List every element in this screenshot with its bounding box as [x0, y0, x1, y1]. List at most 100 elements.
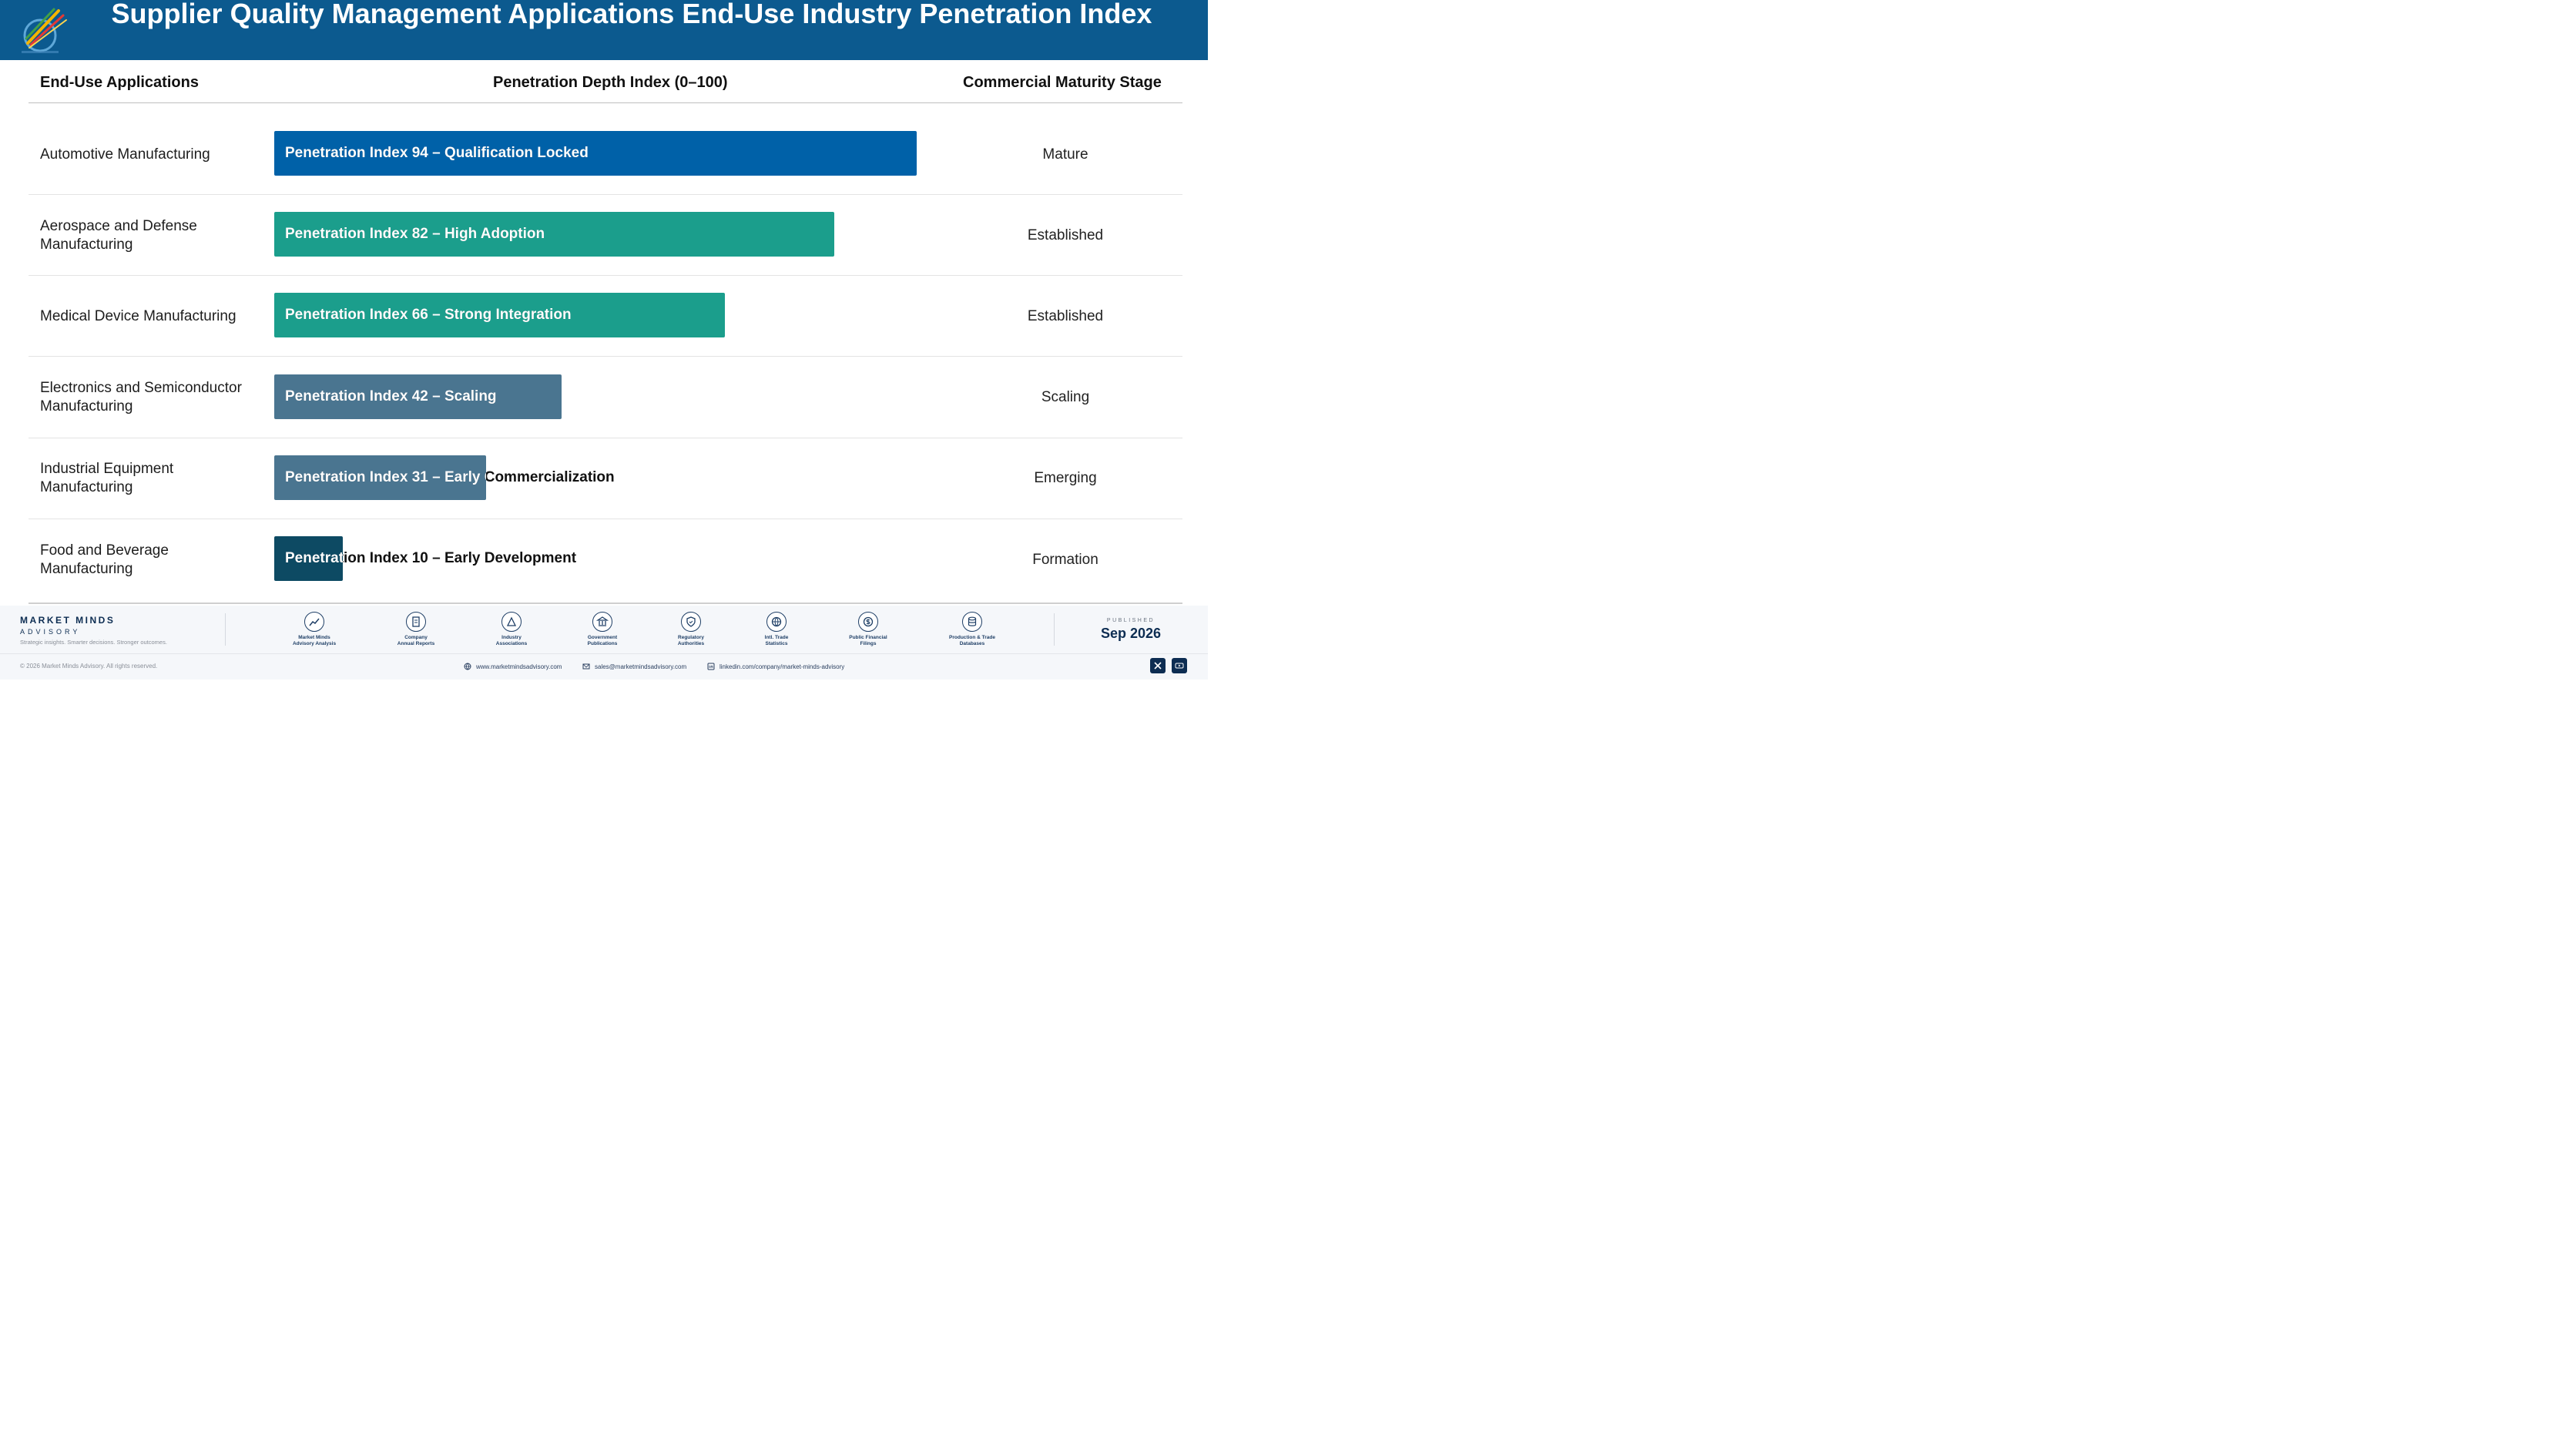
- penetration-bar-label: Penetration Index 31 – Early Commerciali…: [285, 468, 615, 485]
- source-label-line1: Public Financial: [849, 635, 887, 640]
- application-name: Medical Device Manufacturing: [40, 307, 236, 324]
- source-label-line1: Market Minds: [298, 635, 330, 640]
- website-text: www.marketmindsadvisory.com: [476, 663, 562, 670]
- source-item: Regulatory Authorities: [649, 612, 733, 647]
- footer-divider: [225, 613, 226, 646]
- table-row: Electronics and Semiconductor Manufactur…: [29, 357, 1182, 438]
- x-social-button[interactable]: [1150, 658, 1166, 673]
- footer: MARKET MINDS ADVISORY Strategic insights…: [0, 606, 1208, 680]
- mail-icon: [582, 663, 590, 670]
- table-bottom-divider: [29, 602, 1182, 604]
- youtube-social-button[interactable]: [1172, 658, 1187, 673]
- source-label-line1: Company: [404, 635, 428, 640]
- source-item: Market Minds Advisory Analysis: [272, 612, 357, 647]
- database-icon: [962, 612, 982, 632]
- maturity-stage: Established: [1027, 227, 1104, 243]
- email-text: sales@marketmindsadvisory.com: [595, 663, 687, 670]
- penetration-bar-label-overlay: Penetration Index 94 – Qualification Loc…: [274, 131, 917, 176]
- footer-brand-sub: ADVISORY: [20, 628, 81, 636]
- source-label: Industry Associations: [469, 635, 554, 647]
- website-link[interactable]: www.marketmindsadvisory.com: [464, 663, 562, 670]
- source-label: Company Annual Reports: [374, 635, 458, 647]
- source-item: Production & Trade Databases: [930, 612, 1015, 647]
- source-label-line2: Databases: [959, 641, 985, 646]
- globe-icon: [766, 612, 787, 632]
- brand-logo: [18, 3, 72, 57]
- penetration-bar-label: Penetration Index 66 – Strong Integratio…: [285, 307, 572, 324]
- x-logo-icon: [1154, 662, 1162, 670]
- copyright-text: © 2026 Market Minds Advisory. All rights…: [20, 663, 158, 670]
- source-label-line1: Industry: [501, 635, 522, 640]
- penetration-bar-label: Penetration Index 82 – High Adoption: [285, 226, 545, 243]
- document-icon: [406, 612, 426, 632]
- source-label: Regulatory Authorities: [649, 635, 733, 647]
- source-item: Government Publications: [560, 612, 645, 647]
- source-label-line1: Intl. Trade: [764, 635, 789, 640]
- header-divider: [29, 102, 1182, 103]
- application-name: Automotive Manufacturing: [40, 146, 210, 163]
- source-label-line2: Authorities: [677, 641, 705, 646]
- penetration-bar: [274, 293, 725, 338]
- email-link[interactable]: sales@marketmindsadvisory.com: [582, 663, 686, 670]
- penetration-bar-label-overlay: Penetration Index 10 – Early Development: [274, 536, 343, 581]
- maturity-stage: Formation: [1032, 551, 1098, 568]
- penetration-bar-label-overlay: Penetration Index 82 – High Adoption: [274, 212, 834, 257]
- linkedin-text: linkedin.com/company/market-minds-adviso…: [719, 663, 845, 670]
- maturity-stage: Established: [1027, 307, 1104, 324]
- table-row: Aerospace and Defense Manufacturing Penet…: [29, 195, 1182, 277]
- penetration-bar: [274, 536, 343, 581]
- maturity-stage: Mature: [1042, 146, 1088, 163]
- penetration-bar-label-overlay: Penetration Index 31 – Early Commerciali…: [274, 455, 486, 500]
- penetration-bar-label-inner: Penetration Index 82 – High Adoption: [285, 226, 545, 243]
- youtube-icon: [1175, 663, 1184, 669]
- penetration-bar-label-inner: Penetration Index 66 – Strong Integratio…: [285, 307, 572, 324]
- application-name: Food and Beverage Manufacturing: [40, 542, 169, 577]
- column-header-applications: End-Use Applications: [40, 74, 199, 91]
- footer-divider-line: [0, 653, 1208, 654]
- page-header: Supplier Quality Management Applications…: [0, 0, 1208, 60]
- table-row: Industrial Equipment Manufacturing Penetr…: [29, 438, 1182, 519]
- shield-check-icon: [681, 612, 701, 632]
- row-divider: [29, 275, 1182, 277]
- government-building-icon: [592, 612, 612, 632]
- footer-brand-name: MARKET MINDS: [20, 615, 116, 626]
- maturity-stage: Emerging: [1034, 470, 1097, 487]
- penetration-bar-label-inner: Penetration Index 42 – Scaling: [285, 388, 497, 404]
- penetration-bar: [274, 131, 917, 176]
- source-item: Intl. Trade Statistics: [734, 612, 819, 647]
- penetration-bar-label-inner: Penetration Index 10 – Early Development: [285, 550, 343, 566]
- penetration-bar-label: Penetration Index 10 – Early Development: [285, 550, 577, 566]
- source-label-line2: Advisory Analysis: [292, 641, 337, 646]
- source-label: Government Publications: [560, 635, 645, 647]
- application-name: Industrial Equipment Manufacturing: [40, 461, 174, 496]
- published-date: Sep 2026: [1100, 626, 1162, 641]
- application-name: Aerospace and Defense Manufacturing: [40, 217, 197, 253]
- row-divider: [29, 194, 1182, 195]
- linkedin-icon: [707, 663, 715, 670]
- column-header-stage: Commercial Maturity Stage: [963, 74, 1162, 91]
- source-label-line1: Government: [587, 635, 618, 640]
- table-row: Medical Device Manufacturing Penetration …: [29, 276, 1182, 357]
- linkedin-link[interactable]: linkedin.com/company/market-minds-adviso…: [707, 663, 844, 670]
- row-divider: [29, 356, 1182, 357]
- page-title: Supplier Quality Management Applications…: [111, 0, 1152, 29]
- source-item: Public Financial Filings: [826, 612, 911, 647]
- source-item: Company Annual Reports: [374, 612, 458, 647]
- table-row: Food and Beverage Manufacturing Penetrati…: [29, 519, 1182, 600]
- source-label: Production & Trade Databases: [930, 635, 1015, 647]
- source-label-line2: Annual Reports: [397, 641, 435, 646]
- penetration-bar-label-inner: Penetration Index 94 – Qualification Loc…: [285, 145, 589, 161]
- penetration-bar: [274, 212, 834, 257]
- table-row: Automotive Manufacturing Penetration Inde…: [29, 114, 1182, 195]
- penetration-bar-label-inner: Penetration Index 31 – Early Commerciali…: [285, 468, 486, 485]
- source-label: Market Minds Advisory Analysis: [272, 635, 357, 647]
- penetration-bar-label-overlay: Penetration Index 66 – Strong Integratio…: [274, 293, 725, 337]
- source-label-line2: Filings: [860, 641, 877, 646]
- source-label-line2: Associations: [495, 641, 528, 646]
- globe-icon: [464, 663, 471, 670]
- penetration-bar: [274, 374, 562, 419]
- penetration-bar: [274, 455, 486, 500]
- column-header-index: Penetration Depth Index (0–100): [493, 74, 728, 91]
- penetration-bar-label-overlay: Penetration Index 42 – Scaling: [274, 374, 562, 419]
- footer-tagline: Strategic insights. Smarter decisions. S…: [20, 639, 167, 646]
